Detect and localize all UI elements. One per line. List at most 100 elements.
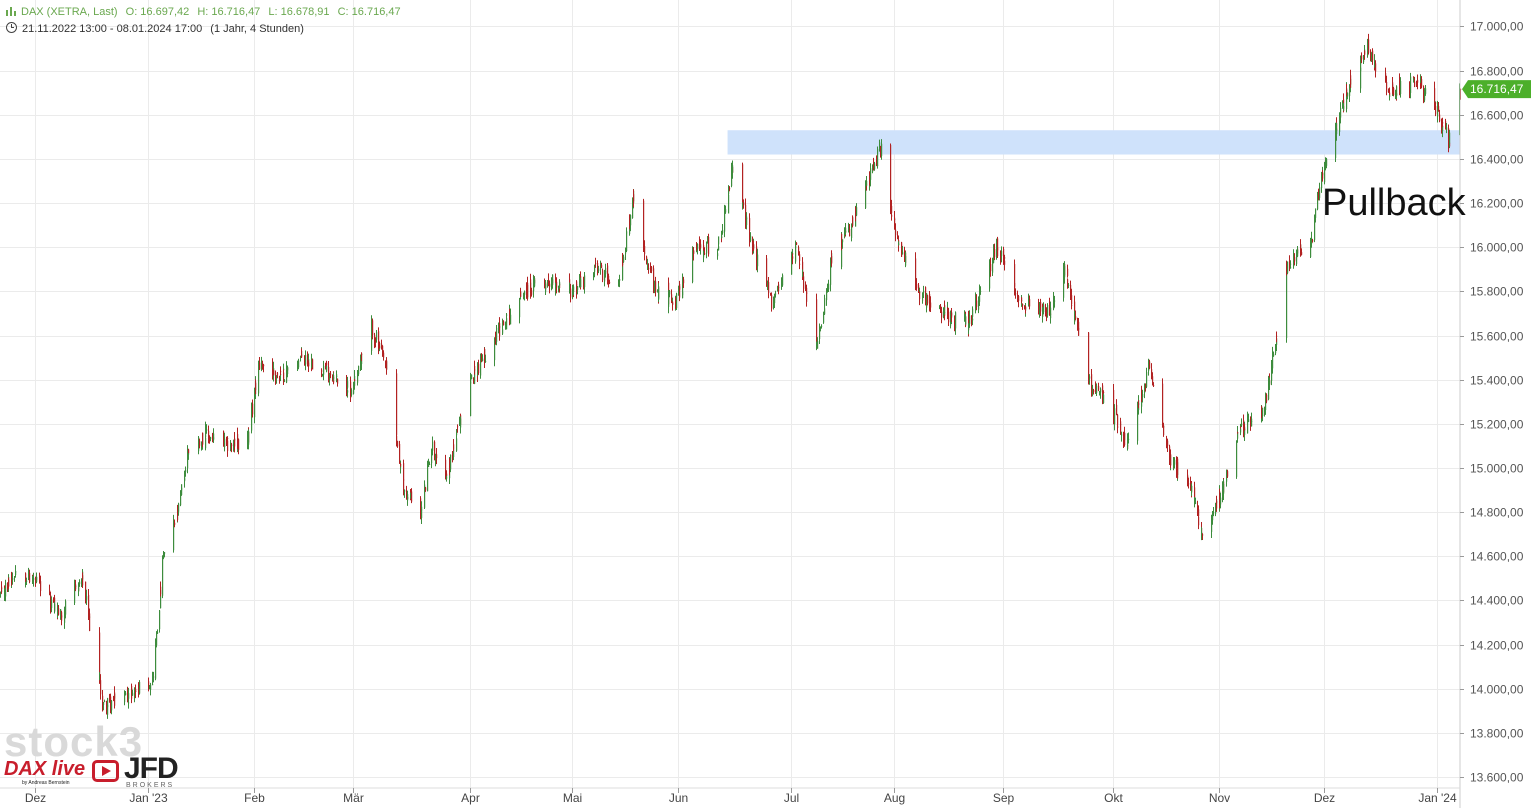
candle-body [459,418,461,426]
candle-body [185,469,187,472]
candle-body [821,325,823,327]
candle-body [5,582,7,597]
candle-body [1339,115,1341,124]
candle-body [470,379,472,384]
candle-body [1102,385,1104,404]
candle-body [1216,500,1218,509]
candle-body [968,324,970,329]
candle-body [1017,294,1019,300]
candle-body [1021,297,1023,302]
candle-body [1293,253,1295,258]
candle-body [1093,389,1095,393]
candle-body [940,310,942,313]
candle-body [85,591,87,602]
candle-body [1445,125,1447,129]
candle-body [1116,404,1118,415]
candle-body [551,282,553,290]
candle-body [827,286,829,288]
candle-body [1460,88,1462,90]
candle-body [449,461,451,470]
candle-body [32,578,34,580]
candle-body [1148,361,1150,368]
candle-body [252,403,254,415]
candle-body [75,584,77,590]
candle-body [187,451,189,469]
candle-body [1268,378,1270,400]
candle-body [446,476,448,479]
candle-body [915,281,917,285]
candle-body [897,235,899,238]
y-tick-label: 15.000,00 [1470,462,1524,476]
candle-body [925,287,927,305]
candle-body [657,289,659,291]
candle-body [1244,426,1246,435]
candle-body [128,693,130,699]
candle-body [1054,300,1056,302]
candle-body [276,376,278,379]
candle-body [1237,432,1239,439]
candle-body [139,681,141,694]
candle-body [322,374,324,377]
candle-body [11,577,13,581]
candle-body [1264,407,1266,411]
candle-body [99,632,101,680]
candle-body [404,489,406,492]
candle-body [330,373,332,375]
candle-body [775,293,777,295]
candle-body [708,236,710,255]
x-tick-label: Mär [343,791,364,805]
candle-body [742,203,744,207]
candle-body [238,439,240,450]
candle-body [1409,83,1411,92]
candle-body [901,244,903,257]
candle-body [435,457,437,460]
candle-body [1095,385,1097,392]
candle-body [594,266,596,272]
candle-body [948,311,950,323]
candle-body [947,309,949,316]
candle-body [700,245,702,247]
candle-body [718,236,720,245]
candle-body [828,283,830,290]
candle-body [1425,88,1427,94]
candle-body [460,418,462,428]
candle-body [312,359,314,370]
candle-body [898,243,900,245]
candle-body [548,279,550,286]
candle-body [1173,460,1175,469]
candle-body [49,590,51,594]
candle-body [506,314,508,316]
candle-body [1187,474,1189,486]
x-tick-label: Dez [25,791,46,805]
candle-body [1015,293,1017,295]
candle-body [1038,303,1040,315]
candle-body [1395,92,1397,94]
candle-body [297,365,299,368]
candle-body [202,432,204,445]
candle-body [955,312,957,329]
candle-body [595,263,597,265]
candle-body [743,202,745,206]
candle-body [1029,299,1031,307]
candle-body [570,288,572,298]
candle-body [671,294,673,302]
candle-body [1434,88,1436,105]
candle-body [865,185,867,208]
candle-body [346,380,348,391]
candle-body [420,498,422,520]
candle-body [445,459,447,477]
play-icon [92,760,119,782]
candle-body [941,311,943,318]
candle-body [872,164,874,172]
candle-body [1113,407,1115,421]
candle-body [1317,193,1319,210]
candle-body [650,267,652,269]
y-tick-label: 16.400,00 [1470,153,1524,167]
candle-body [756,258,758,265]
candle-body [1449,132,1451,144]
candle-body [1198,517,1200,526]
candle-body [131,685,133,699]
candle-body [1117,425,1119,429]
candle-body [457,426,459,428]
candle-body [830,262,832,285]
